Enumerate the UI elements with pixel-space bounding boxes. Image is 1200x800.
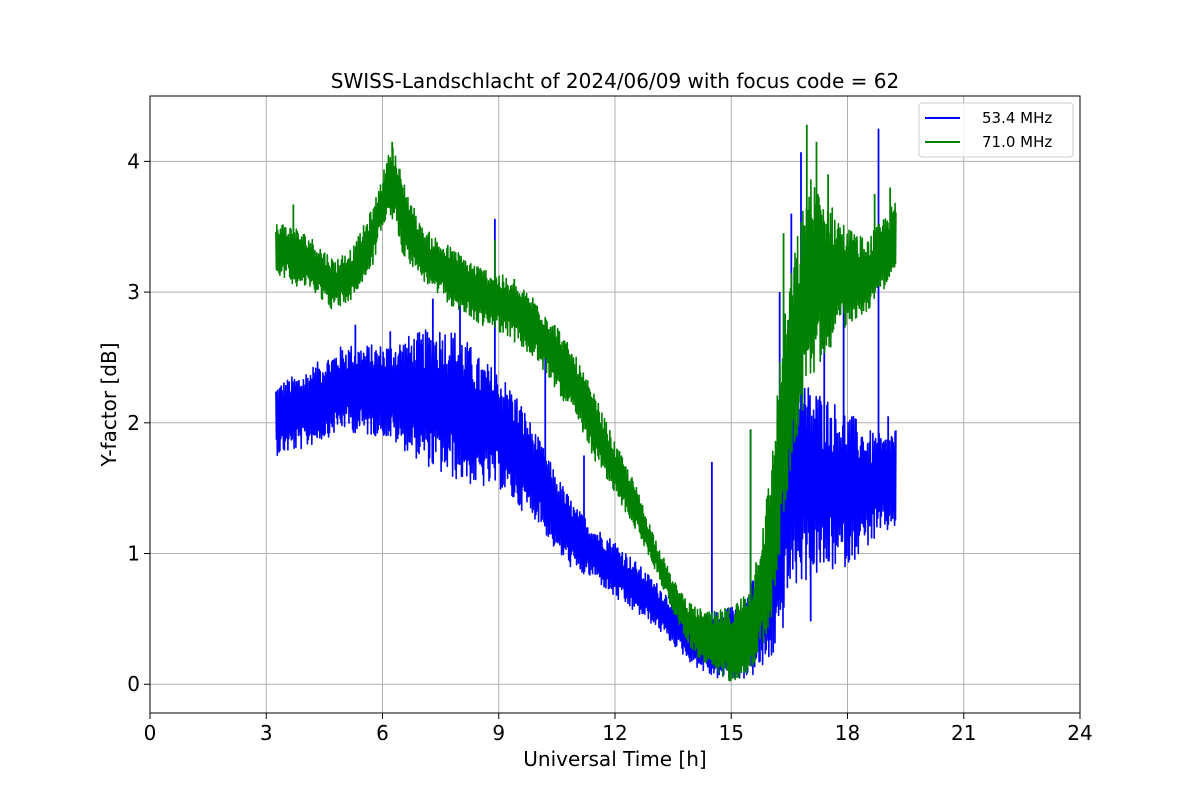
x-tick-label: 15 <box>719 721 744 745</box>
x-tick-label: 3 <box>260 721 273 745</box>
series-layer <box>275 124 897 682</box>
legend-label-53-4-mhz: 53.4 MHz <box>982 109 1052 127</box>
x-tick-label: 21 <box>951 721 976 745</box>
x-tick-label: 6 <box>376 721 389 745</box>
x-tick-label: 9 <box>492 721 505 745</box>
chart-title: SWISS-Landschlacht of 2024/06/09 with fo… <box>331 69 899 93</box>
x-axis-label: Universal Time [h] <box>523 747 706 771</box>
x-tick-label: 0 <box>144 721 157 745</box>
y-axis-label: Y-factor [dB] <box>97 342 121 467</box>
x-tick-label: 12 <box>602 721 627 745</box>
y-tick-label: 2 <box>127 411 140 435</box>
legend-label-71-0-mhz: 71.0 MHz <box>982 133 1052 151</box>
series-line-0 <box>275 329 897 679</box>
legend: 53.4 MHz 71.0 MHz <box>918 102 1074 158</box>
x-tick-label: 24 <box>1067 721 1092 745</box>
x-tick-label: 18 <box>835 721 860 745</box>
series-line-1 <box>275 147 897 682</box>
y-tick-label: 4 <box>127 149 140 173</box>
legend-box <box>918 102 1074 158</box>
y-tick-label: 0 <box>127 672 140 696</box>
y-tick-label: 1 <box>127 542 140 566</box>
y-tick-label: 3 <box>127 280 140 304</box>
